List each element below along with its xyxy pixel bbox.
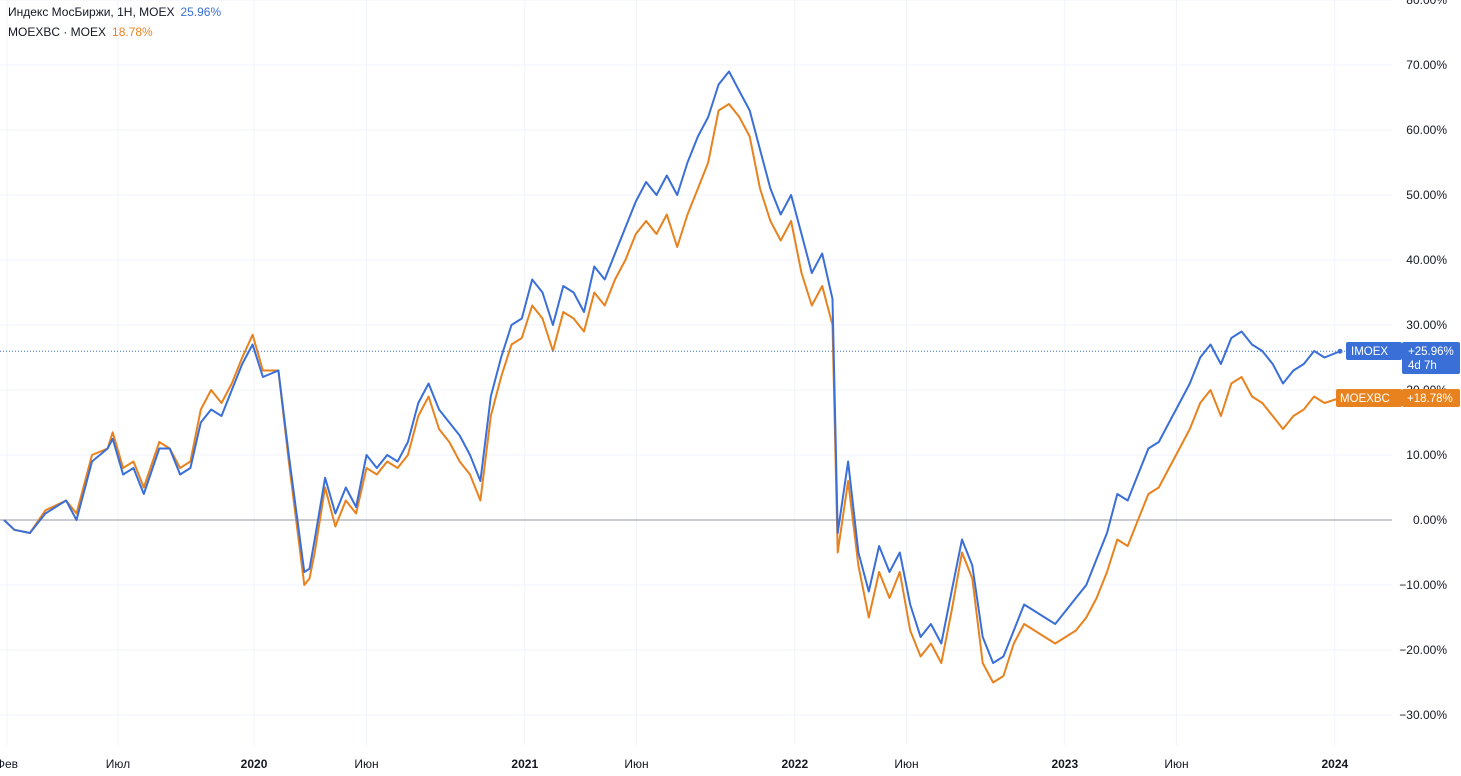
legend-imoex-label: Индекс МосБиржи, 1H, MOEX xyxy=(8,5,175,19)
y-tick-label: 60.00% xyxy=(1406,123,1447,137)
legend-moexbc-label: MOEXBC · MOEX xyxy=(8,25,107,39)
grid-lines xyxy=(0,0,1392,745)
x-tick-label: 2020 xyxy=(241,757,268,771)
x-tick-label: 2022 xyxy=(781,757,808,771)
legend-moexbc-value: 18.78% xyxy=(112,25,153,39)
y-tick-label: −30.00% xyxy=(1399,708,1447,722)
x-tick-label: Июн xyxy=(354,757,378,771)
y-axis: 80.00%70.00%60.00%50.00%40.00%30.00%20.0… xyxy=(1399,0,1447,722)
price-badges: IMOEX +25.96% 4d 7h MOEXBC +18.78% xyxy=(1336,342,1460,407)
y-tick-label: −20.00% xyxy=(1399,643,1447,657)
imoex-badge-name: IMOEX xyxy=(1351,346,1388,358)
y-tick-label: 80.00% xyxy=(1406,0,1447,7)
y-tick-label: −10.00% xyxy=(1399,578,1447,592)
moexbc-badge-name: MOEXBC xyxy=(1340,393,1390,405)
y-tick-label: 0.00% xyxy=(1413,513,1447,527)
y-tick-label: 50.00% xyxy=(1406,188,1447,202)
legend-row-moexbc[interactable]: MOEXBC · MOEX 18.78% xyxy=(8,25,153,39)
imoex-badge-timer: 4d 7h xyxy=(1408,360,1437,372)
series-line-moexbc[interactable] xyxy=(3,103,1341,684)
last-point-marker xyxy=(1337,348,1343,354)
series-lines xyxy=(0,70,1346,684)
x-tick-label: Июн xyxy=(624,757,648,771)
y-tick-label: 70.00% xyxy=(1406,58,1447,72)
y-tick-label: 40.00% xyxy=(1406,253,1447,267)
y-tick-label: 30.00% xyxy=(1406,318,1447,332)
moexbc-badge: MOEXBC +18.78% xyxy=(1336,389,1460,407)
moexbc-badge-value: +18.78% xyxy=(1407,393,1453,405)
legend-imoex-value: 25.96% xyxy=(180,5,222,19)
x-tick-label: 2024 xyxy=(1321,757,1348,771)
x-tick-label: Июн xyxy=(894,757,918,771)
legend-row-imoex[interactable]: Индекс МосБиржи, 1H, MOEX 25.96% xyxy=(8,5,221,19)
x-tick-label: Июн xyxy=(1164,757,1188,771)
imoex-badge: IMOEX +25.96% 4d 7h xyxy=(1346,342,1460,374)
series-line-imoex[interactable] xyxy=(3,70,1341,664)
x-tick-label: Фев xyxy=(0,757,18,771)
x-tick-label: Июл xyxy=(106,757,130,771)
y-tick-label: 10.00% xyxy=(1406,448,1447,462)
imoex-badge-value: +25.96% xyxy=(1408,346,1454,358)
x-axis: Фев Июл 2020 Июн 2021 Июн 2022 Июн 2023 Июн 2024 xyxy=(0,757,1348,771)
x-tick-label: 2021 xyxy=(511,757,538,771)
x-tick-label: 2023 xyxy=(1051,757,1078,771)
